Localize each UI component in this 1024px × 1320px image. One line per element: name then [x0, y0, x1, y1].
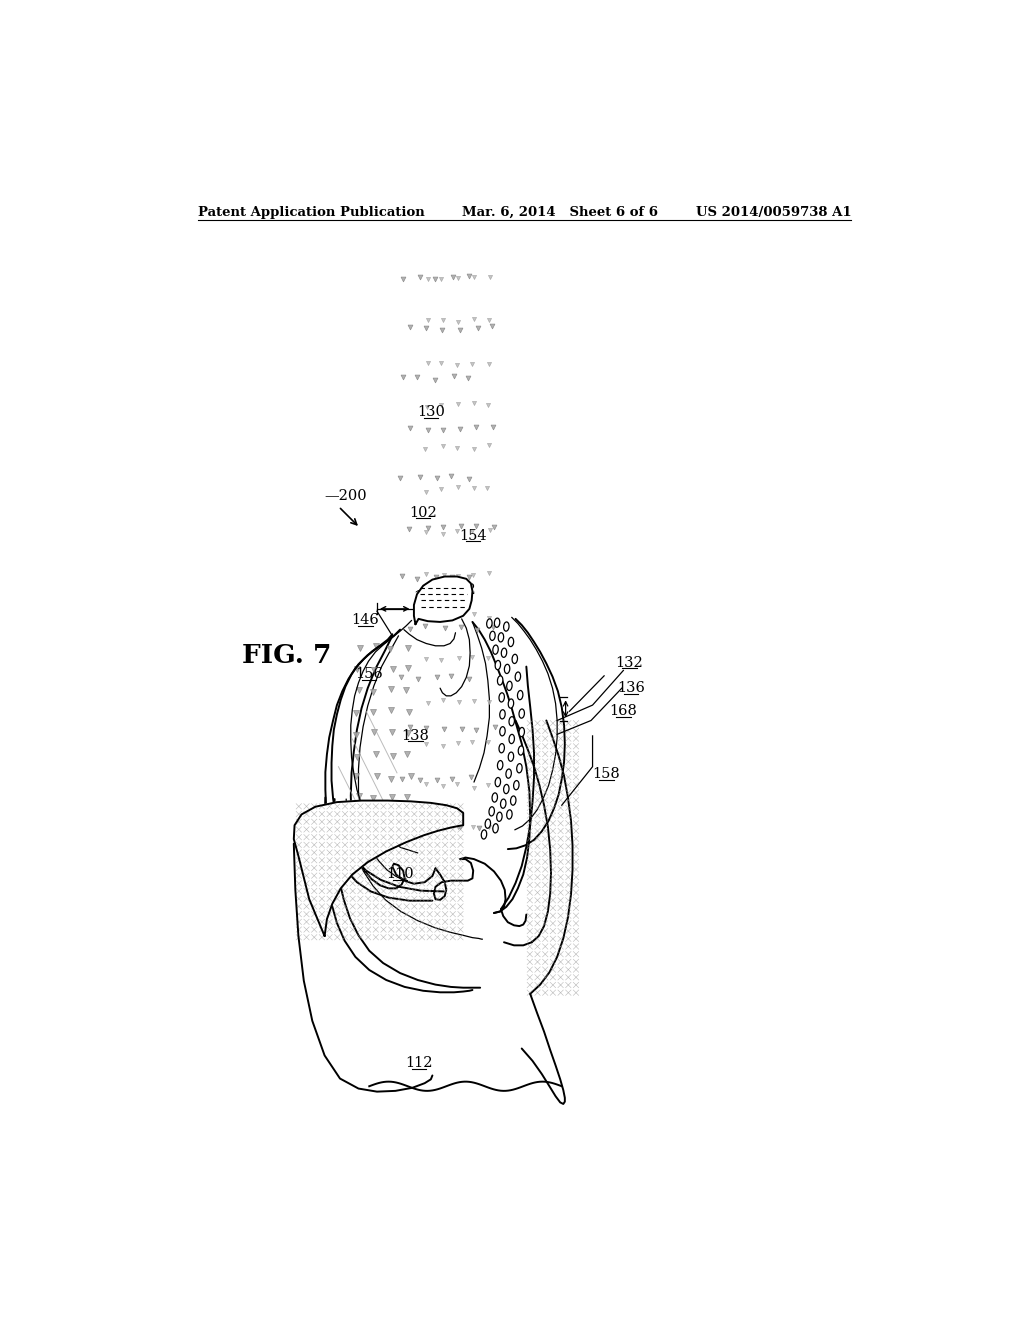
Ellipse shape — [485, 820, 490, 828]
Ellipse shape — [508, 752, 514, 762]
Ellipse shape — [495, 618, 500, 627]
Text: 156: 156 — [355, 668, 383, 681]
Ellipse shape — [499, 743, 505, 752]
Ellipse shape — [519, 709, 524, 718]
Text: Patent Application Publication: Patent Application Publication — [199, 206, 425, 219]
Ellipse shape — [489, 631, 496, 640]
Ellipse shape — [496, 660, 501, 669]
Ellipse shape — [515, 672, 520, 681]
Ellipse shape — [489, 807, 495, 816]
Ellipse shape — [518, 746, 523, 755]
Ellipse shape — [504, 622, 509, 631]
Ellipse shape — [512, 655, 517, 664]
Text: 130: 130 — [417, 405, 444, 420]
Text: 158: 158 — [593, 767, 621, 781]
Text: 110: 110 — [386, 867, 414, 882]
Ellipse shape — [501, 799, 506, 808]
Ellipse shape — [502, 648, 507, 657]
Text: 168: 168 — [609, 705, 637, 718]
Ellipse shape — [493, 824, 499, 833]
Ellipse shape — [499, 693, 505, 702]
Text: 132: 132 — [615, 656, 643, 669]
Polygon shape — [414, 577, 472, 624]
Text: 138: 138 — [401, 729, 429, 743]
Text: 146: 146 — [351, 614, 379, 627]
Ellipse shape — [517, 690, 523, 700]
Text: FIG. 7: FIG. 7 — [243, 643, 332, 668]
Ellipse shape — [486, 619, 493, 628]
Ellipse shape — [511, 796, 516, 805]
Ellipse shape — [504, 784, 509, 793]
Ellipse shape — [493, 645, 499, 655]
Text: 142: 142 — [447, 582, 475, 597]
Ellipse shape — [519, 727, 524, 737]
Text: 152: 152 — [414, 590, 440, 605]
Text: 102: 102 — [410, 506, 437, 520]
Ellipse shape — [508, 638, 514, 647]
Ellipse shape — [497, 812, 502, 821]
Ellipse shape — [481, 830, 486, 840]
Ellipse shape — [500, 727, 505, 735]
Text: 112: 112 — [406, 1056, 433, 1071]
Ellipse shape — [508, 700, 514, 708]
Text: 136: 136 — [617, 681, 645, 696]
Ellipse shape — [507, 681, 512, 690]
Ellipse shape — [505, 664, 510, 673]
Ellipse shape — [498, 760, 503, 770]
Ellipse shape — [514, 780, 519, 789]
Ellipse shape — [507, 810, 512, 818]
Ellipse shape — [498, 676, 503, 685]
Text: Mar. 6, 2014   Sheet 6 of 6: Mar. 6, 2014 Sheet 6 of 6 — [462, 206, 657, 219]
Polygon shape — [294, 800, 463, 936]
Ellipse shape — [509, 717, 514, 726]
Text: 154: 154 — [460, 529, 487, 543]
Text: US 2014/0059738 A1: US 2014/0059738 A1 — [695, 206, 851, 219]
Ellipse shape — [493, 793, 498, 803]
Ellipse shape — [496, 777, 501, 787]
Ellipse shape — [500, 710, 505, 719]
Ellipse shape — [506, 770, 511, 779]
Ellipse shape — [517, 764, 522, 772]
Text: —200: —200 — [325, 488, 368, 503]
Ellipse shape — [509, 734, 514, 743]
Ellipse shape — [499, 632, 504, 642]
